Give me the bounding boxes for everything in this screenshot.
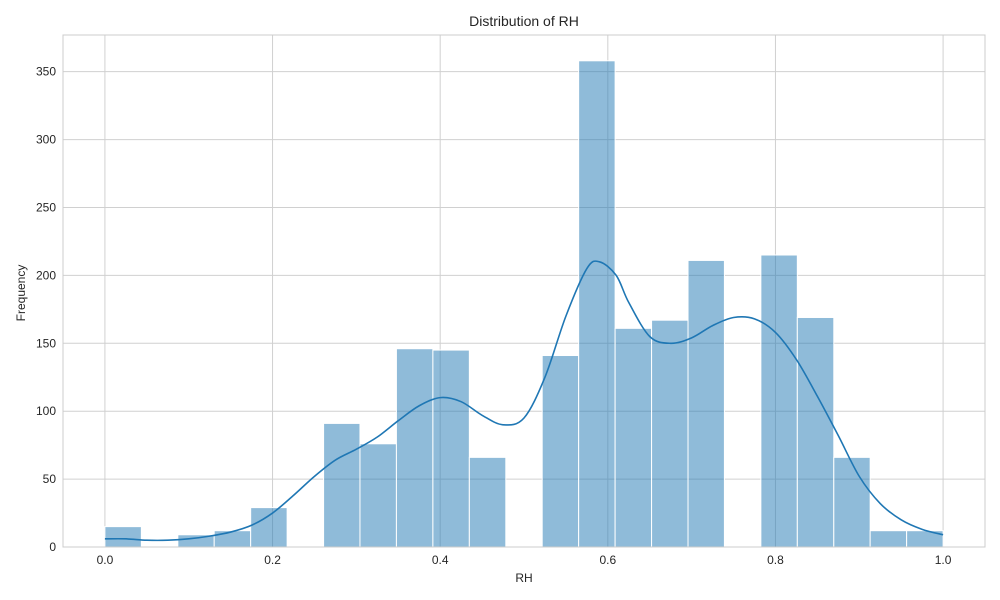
histogram-bar bbox=[869, 530, 908, 548]
y-axis-label: Frequency bbox=[14, 265, 28, 322]
histogram-bar bbox=[614, 327, 653, 548]
y-tick-label: 100 bbox=[36, 404, 56, 418]
histogram-bar bbox=[541, 355, 580, 548]
y-tick-label: 200 bbox=[36, 268, 56, 282]
histogram-bar bbox=[104, 526, 142, 548]
x-axis-ticks: 0.0 0.2 0.4 0.6 0.8 1.0 bbox=[97, 553, 952, 567]
histogram-bar bbox=[833, 456, 871, 548]
x-tick-label: 0.6 bbox=[599, 553, 616, 567]
histogram-bar bbox=[578, 60, 616, 548]
histogram-bar bbox=[359, 443, 397, 548]
chart-title: Distribution of RH bbox=[469, 13, 579, 29]
x-axis-label: RH bbox=[515, 571, 532, 585]
kde-curve bbox=[104, 260, 944, 542]
histogram-bar bbox=[432, 349, 470, 548]
histogram-bar bbox=[250, 507, 288, 548]
x-tick-label: 0.0 bbox=[97, 553, 114, 567]
histogram-bar bbox=[796, 316, 835, 548]
y-tick-label: 350 bbox=[36, 65, 56, 79]
histogram-bar bbox=[687, 259, 725, 548]
histogram-bar bbox=[468, 456, 507, 548]
y-tick-label: 300 bbox=[36, 133, 56, 147]
x-tick-label: 0.2 bbox=[264, 553, 281, 567]
histogram-bar bbox=[213, 530, 252, 548]
plot-frame bbox=[62, 34, 986, 548]
y-axis-ticks: 0 50 100 150 200 250 300 350 bbox=[36, 65, 56, 554]
x-tick-label: 0.8 bbox=[767, 553, 784, 567]
y-tick-label: 150 bbox=[36, 336, 56, 350]
x-tick-label: 0.4 bbox=[432, 553, 449, 567]
histogram-bar bbox=[323, 422, 361, 548]
y-tick-label: 0 bbox=[49, 540, 56, 554]
histogram-bar bbox=[760, 254, 798, 548]
y-tick-label: 50 bbox=[43, 472, 57, 486]
histogram-bars bbox=[104, 60, 944, 548]
histogram-bar bbox=[651, 319, 689, 548]
y-tick-label: 250 bbox=[36, 200, 56, 214]
x-tick-label: 1.0 bbox=[935, 553, 952, 567]
histogram-bar bbox=[395, 348, 434, 548]
